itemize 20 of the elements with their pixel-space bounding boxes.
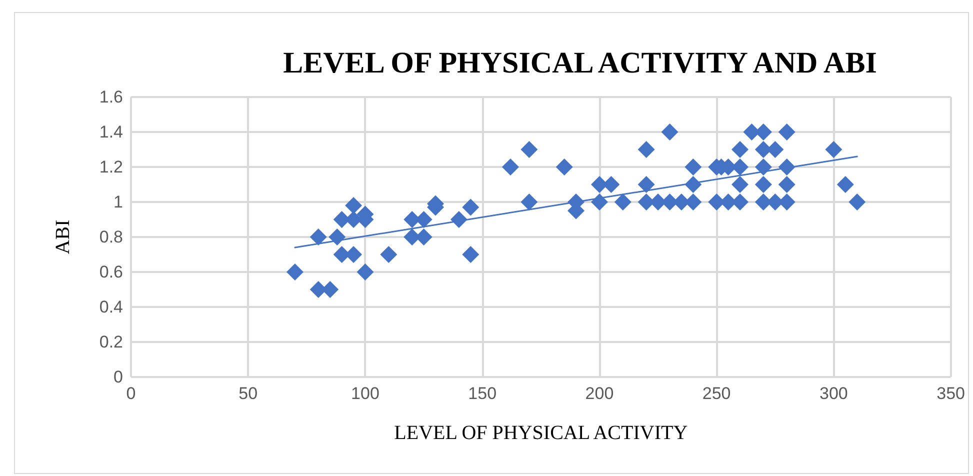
y-tick-label: 0.2 [99, 332, 123, 352]
y-tick-label: 0.8 [99, 228, 123, 246]
y-tick-label: 0.4 [99, 298, 123, 316]
x-tick-label: 0 [126, 384, 136, 403]
y-tick-label: 1.6 [99, 88, 123, 106]
x-tick-label: 100 [351, 384, 380, 403]
y-tick-label: 0 [114, 368, 123, 386]
y-tick-label: 0.6 [99, 262, 123, 282]
x-tick-label: 150 [468, 384, 497, 403]
x-tick-label: 50 [238, 384, 258, 403]
x-tick-label: 350 [936, 384, 966, 403]
x-tick-label: 300 [820, 384, 848, 403]
y-tick-label: 1.2 [99, 158, 123, 176]
y-tick-label: 1.4 [99, 122, 123, 142]
y-tick-label: 1 [114, 192, 123, 212]
x-tick-label: 250 [702, 384, 731, 403]
y-axis-title: ABI [52, 220, 74, 254]
chart-title: LEVEL OF PHYSICAL ACTIVITY AND ABI [283, 46, 877, 80]
x-axis-title: LEVEL OF PHYSICAL ACTIVITY [394, 422, 688, 444]
x-tick-label: 200 [585, 384, 614, 403]
